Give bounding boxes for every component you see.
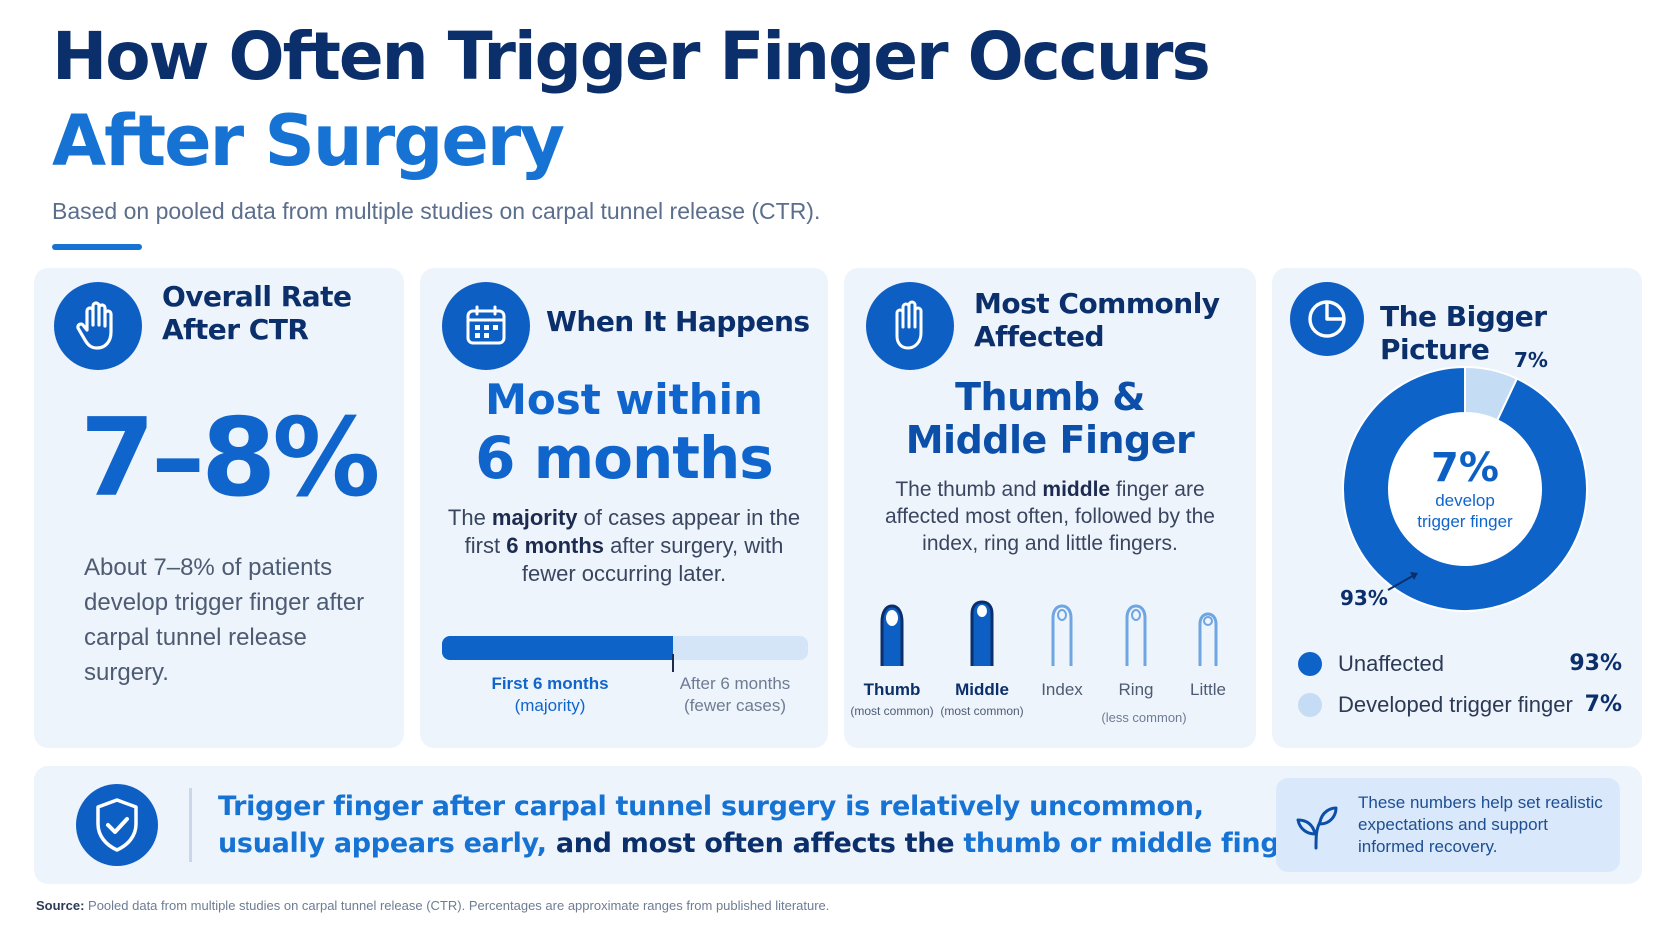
card-most-affected: Most Commonly Affected Thumb & Middle Fi… xyxy=(844,268,1256,748)
fingers-description: The thumb and middle finger are affected… xyxy=(885,478,1215,555)
legend-swatch xyxy=(1298,652,1322,676)
donut-pointer-arrow xyxy=(1387,572,1418,591)
legend-item-developed: Developed trigger finger 7% xyxy=(1292,690,1622,720)
banner-note: These numbers help set realistic expecta… xyxy=(1276,778,1620,872)
fingers-headline: Thumb & Middle Finger xyxy=(905,375,1195,462)
card-when-it-happens: When It Happens Most within 6 months The… xyxy=(420,268,828,748)
donut-chart: 7% develop trigger finger xyxy=(1340,364,1590,614)
legend-label: Developed trigger finger xyxy=(1338,692,1573,717)
banner-note-text: These numbers help set realistic expecta… xyxy=(1358,793,1603,856)
summary-banner: Trigger finger after carpal tunnel surge… xyxy=(34,766,1642,884)
page-title: How Often Trigger Finger Occurs xyxy=(52,18,1211,95)
card-title: The Bigger Picture xyxy=(1380,300,1547,366)
donut-label-small: 7% xyxy=(1514,348,1548,372)
card-bigger-picture: The Bigger Picture 7% develop trigger fi… xyxy=(1272,268,1642,748)
finger-label-index: Index xyxy=(1041,680,1083,699)
timing-progress-bar xyxy=(442,636,808,660)
sprout-icon xyxy=(1296,806,1338,850)
thumb-icon xyxy=(844,598,940,668)
overall-rate-description: About 7–8% of patients develop trigger f… xyxy=(84,554,365,686)
label-first-six-months: First 6 months (majority) xyxy=(491,674,609,715)
card-overall-rate: Overall Rate After CTR 7–8% About 7–8% o… xyxy=(34,268,404,748)
hand-icon xyxy=(54,282,142,370)
banner-divider xyxy=(189,788,192,862)
card-title: Overall Rate After CTR xyxy=(162,280,352,346)
timing-progress-divider xyxy=(671,654,674,672)
donut-center-line2: trigger finger xyxy=(1417,512,1513,531)
finger-sublabel-thumb: (most common) xyxy=(850,704,934,718)
finger-label-thumb: Thumb xyxy=(863,680,921,699)
legend-value: 7% xyxy=(1584,692,1622,717)
label-after-six-months: After 6 months (fewer cases) xyxy=(679,674,791,715)
timing-description: The majority of cases appear in the firs… xyxy=(447,505,801,586)
legend-item-unaffected: Unaffected 93% xyxy=(1292,649,1622,679)
donut-slice-unaffected xyxy=(1342,365,1588,612)
index-finger-icon xyxy=(1014,598,1110,668)
finger-label-little: Little xyxy=(1190,680,1226,699)
finger-sublabel-middle: (most common) xyxy=(940,704,1024,718)
legend-swatch xyxy=(1298,693,1322,717)
source-note: Source: Pooled data from multiple studie… xyxy=(36,898,830,913)
legend-value: 93% xyxy=(1569,651,1622,676)
card-title: Most Commonly Affected xyxy=(974,287,1220,353)
legend-label: Unaffected xyxy=(1338,651,1445,676)
donut-center-line1: develop xyxy=(1435,491,1495,510)
less-common-label: (less common) xyxy=(1101,710,1187,725)
ring-finger-icon xyxy=(1088,598,1184,668)
donut-label-large: 93% xyxy=(1340,586,1388,610)
banner-summary-text: Trigger finger after carpal tunnel surge… xyxy=(218,791,1317,859)
middle-finger-icon xyxy=(934,598,1030,668)
timing-headline: Most within xyxy=(485,375,763,424)
donut-center-label: 7% develop trigger finger xyxy=(1340,364,1590,614)
donut-center-value: 7% xyxy=(1431,445,1499,491)
overall-rate-value: 7–8% xyxy=(80,396,381,521)
timing-value: 6 months xyxy=(475,424,774,492)
title-underline xyxy=(52,244,142,250)
page-title-accent: After Surgery xyxy=(52,100,565,182)
finger-label-middle: Middle xyxy=(955,680,1009,699)
fingers-icon xyxy=(866,282,954,370)
page-subtitle: Based on pooled data from multiple studi… xyxy=(52,198,821,224)
donut-hole xyxy=(1390,414,1540,564)
finger-label-ring: Ring xyxy=(1118,680,1154,699)
pie-chart-icon xyxy=(1290,282,1364,356)
calendar-icon xyxy=(442,282,530,370)
little-finger-icon xyxy=(1160,598,1256,668)
shield-check-icon xyxy=(76,784,158,866)
timing-progress-fill xyxy=(442,636,673,660)
card-title: When It Happens xyxy=(546,305,810,338)
